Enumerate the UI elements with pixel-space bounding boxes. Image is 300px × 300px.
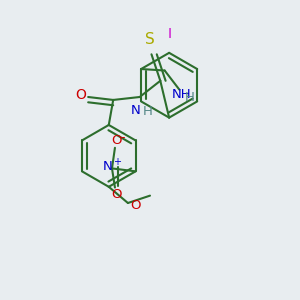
Text: S: S [145, 32, 155, 47]
Text: I: I [167, 27, 171, 41]
Text: O: O [111, 188, 122, 201]
Text: H: H [185, 91, 195, 104]
Text: +: + [113, 157, 121, 167]
Text: NH: NH [172, 88, 192, 101]
Text: O: O [75, 88, 86, 102]
Text: O: O [111, 134, 122, 147]
Text: H: H [143, 105, 153, 118]
Text: N: N [103, 160, 112, 173]
Text: -: - [121, 131, 125, 144]
Text: N: N [130, 104, 140, 117]
Text: O: O [130, 200, 140, 212]
